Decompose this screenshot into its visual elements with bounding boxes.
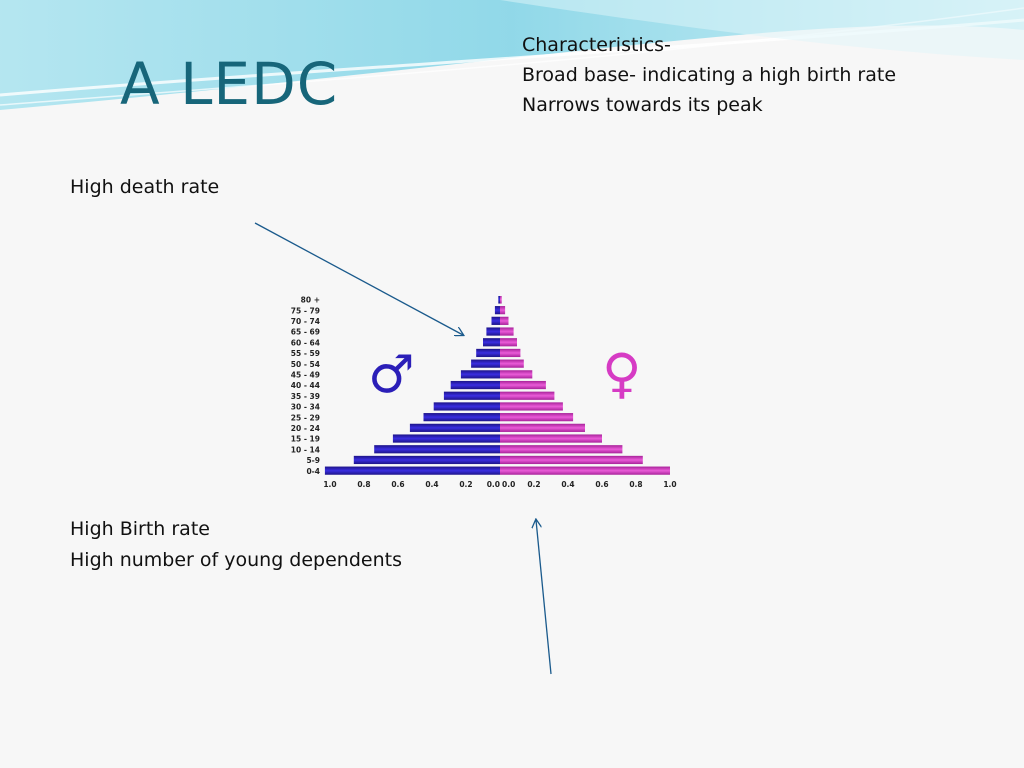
age-label-13: 65 - 69 (291, 328, 320, 337)
x-tick-left-3: 0.4 (425, 480, 438, 489)
female-bar-10 (500, 359, 524, 368)
age-label-14: 70 - 74 (291, 317, 320, 326)
age-label-16: 80 + (301, 296, 320, 305)
male-bar-1 (353, 455, 500, 465)
age-label-12: 60 - 64 (291, 338, 320, 347)
male-bar-8 (450, 380, 500, 390)
female-bar-15 (500, 306, 506, 315)
female-bar-1 (500, 455, 643, 465)
age-label-0: 0-4 (306, 467, 320, 476)
birth-rate-notes: High Birth rate High number of young dep… (70, 514, 402, 576)
pyramid-bars (324, 296, 670, 475)
x-tick-right-5: 1.0 (663, 480, 676, 489)
age-label-5: 25 - 29 (291, 413, 320, 422)
female-bar-9 (500, 370, 533, 379)
age-label-1: 5-9 (306, 456, 320, 465)
male-bar-7 (443, 391, 500, 400)
female-bar-8 (500, 380, 546, 390)
age-label-4: 20 - 24 (291, 424, 320, 433)
x-tick-right-3: 0.6 (595, 480, 608, 489)
x-tick-left-4: 0.2 (459, 480, 472, 489)
male-bar-15 (494, 306, 500, 315)
age-label-8: 40 - 44 (291, 381, 320, 390)
young-dependents-note: High number of young dependents (70, 549, 402, 571)
x-tick-right-4: 0.8 (629, 480, 642, 489)
x-tick-labels: 1.0 0.8 0.6 0.4 0.2 0.0 0.0 0.2 0.4 0.6 0.8 1.0 (323, 480, 676, 489)
female-bar-5 (500, 413, 574, 422)
male-bar-13 (486, 327, 500, 336)
age-label-10: 50 - 54 (291, 360, 320, 369)
female-bar-11 (500, 348, 521, 358)
slide-title: A LEDC (120, 50, 339, 118)
characteristic-broad-base: Broad base- indicating a high birth rate (522, 64, 897, 86)
female-bar-2 (500, 445, 623, 454)
header-swoosh (0, 0, 1024, 110)
male-bar-11 (476, 348, 500, 358)
age-label-9: 45 - 49 (291, 370, 320, 379)
female-bar-6 (500, 402, 563, 411)
age-label-11: 55 - 59 (291, 349, 320, 358)
x-tick-right-0: 0.0 (502, 480, 515, 489)
female-symbol-icon: ♀ (602, 342, 642, 405)
male-bar-16 (498, 296, 500, 304)
female-bar-4 (500, 423, 585, 432)
age-label-3: 15 - 19 (291, 435, 320, 444)
male-bar-5 (423, 413, 500, 422)
male-bar-2 (374, 445, 500, 454)
age-label-7: 35 - 39 (291, 392, 320, 401)
male-bar-9 (460, 370, 500, 379)
male-symbol-icon: ♂ (368, 345, 415, 405)
characteristics-heading: Characteristics- (522, 34, 671, 56)
x-tick-left-1: 0.8 (357, 480, 370, 489)
x-tick-left-2: 0.6 (391, 480, 404, 489)
age-label-15: 75 - 79 (291, 306, 320, 315)
male-bar-6 (433, 402, 500, 411)
characteristic-narrow-peak: Narrows towards its peak (522, 94, 763, 116)
x-tick-left-5: 0.0 (487, 480, 500, 489)
age-label-6: 30 - 34 (291, 403, 320, 412)
female-bar-0 (500, 466, 670, 475)
male-bar-10 (471, 359, 500, 368)
female-bar-16 (500, 296, 502, 304)
birth-rate-note: High Birth rate (70, 518, 210, 540)
female-bar-14 (500, 316, 509, 325)
female-bar-12 (500, 338, 517, 347)
age-label-2: 10 - 14 (291, 445, 320, 454)
female-bar-13 (500, 327, 514, 336)
death-rate-note: High death rate (70, 176, 220, 198)
characteristics-block: Characteristics- Broad base- indicating … (522, 30, 896, 120)
birth-rate-arrow (536, 520, 552, 675)
male-bar-3 (392, 434, 500, 443)
male-bar-0 (324, 466, 500, 475)
x-tick-left-0: 1.0 (323, 480, 336, 489)
male-bar-12 (483, 338, 500, 347)
x-tick-right-1: 0.2 (527, 480, 540, 489)
female-bar-7 (500, 391, 555, 400)
male-bar-14 (491, 316, 500, 325)
male-bar-4 (409, 423, 500, 432)
female-bar-3 (500, 434, 602, 443)
x-tick-right-2: 0.4 (561, 480, 574, 489)
